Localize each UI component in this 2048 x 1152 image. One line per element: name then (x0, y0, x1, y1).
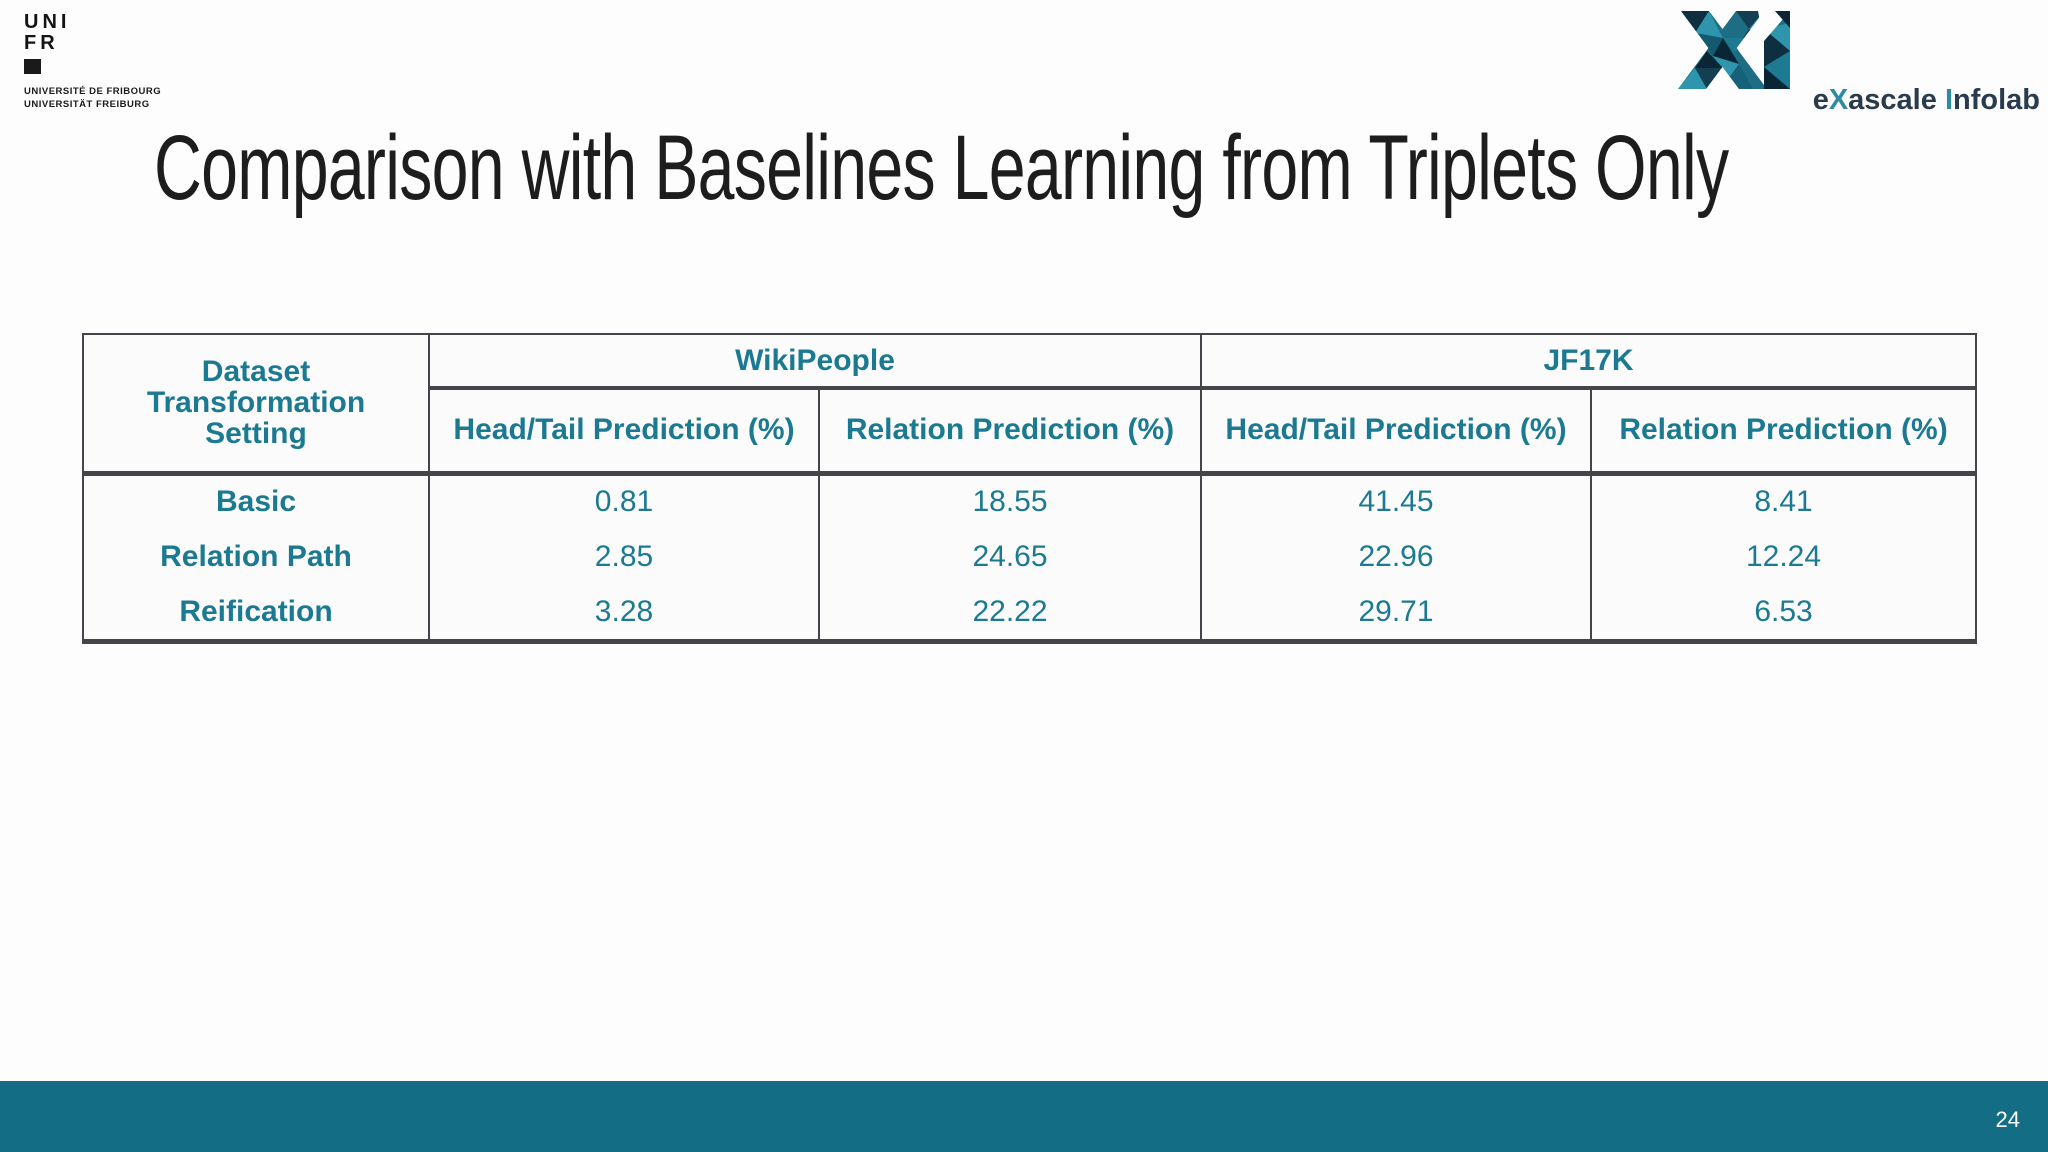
footer-bar: 24 (0, 1081, 2048, 1152)
row-label: Relation Path (82, 529, 430, 585)
table-cell: 22.96 (1200, 529, 1592, 585)
table-cell: 18.55 (818, 473, 1202, 529)
group-header-jf17k: JF17K (1199, 334, 1978, 390)
table-cell: 6.53 (1589, 585, 1978, 641)
table-cell: 22.22 (818, 585, 1202, 641)
table-cell: 2.85 (428, 529, 820, 585)
wordmark-part: nfolab (1953, 84, 2040, 116)
table-subheader-row: Head/Tail Prediction (%) Relation Predic… (83, 388, 1978, 476)
wordmark-part: ascale (1848, 84, 1945, 116)
group-header-wikipeople: WikiPeople (428, 334, 1202, 390)
unifr-wordmark-line2: FR (24, 32, 59, 54)
slide-title: Comparison with Baselines Learning from … (154, 117, 1729, 219)
table-cell: 8.41 (1589, 473, 1978, 529)
unifr-wordmark: UNI FR (24, 12, 161, 54)
xi-mosaic-icon (1678, 11, 1790, 89)
table-cell: 41.45 (1200, 473, 1592, 529)
wordmark-part: e (1812, 84, 1829, 116)
table-cell: 0.81 (428, 473, 820, 529)
table-cell: 24.65 (818, 529, 1202, 585)
exascale-infolab-wordmark: eXascale Infolab (1813, 84, 2040, 116)
unifr-subtitle-german: UNIVERSITÄT FREIBURG (24, 98, 150, 110)
page-number: 24 (1995, 1106, 2020, 1132)
subheader-jf17k-headtail: Head/Tail Prediction (%) (1200, 388, 1592, 476)
wordmark-part: X (1828, 84, 1849, 116)
corner-header-dataset-transformation-setting: Dataset Transformation Setting (82, 334, 430, 476)
table-row-relation-path: Relation Path 2.85 24.65 22.96 12.24 (82, 529, 1978, 585)
subheader-wikipeople-relation: Relation Prediction (%) (818, 388, 1202, 476)
row-label: Basic (82, 473, 430, 529)
table-cell: 29.71 (1200, 585, 1592, 641)
table-group-header-row: Dataset Transformation Setting WikiPeopl… (82, 334, 1978, 476)
subheader-wikipeople-headtail: Head/Tail Prediction (%) (428, 388, 820, 476)
table-cell: 3.28 (428, 585, 820, 641)
unifr-logo: UNI FR UNIVERSITÉ DE FRIBOURG UNIVERSITÄ… (24, 12, 161, 111)
wordmark-part: I (1944, 84, 1953, 116)
unifr-wordmark-line1: UNI (24, 11, 71, 33)
subheader-jf17k-relation: Relation Prediction (%) (1589, 388, 1978, 476)
exascale-infolab-logo: eXascale Infolab (1678, 11, 2040, 116)
row-label: Reification (82, 585, 430, 641)
table-row-reification: Reification 3.28 22.22 29.71 6.53 (82, 585, 1978, 641)
results-table: Dataset Transformation Setting WikiPeopl… (82, 333, 1978, 644)
unifr-subtitle: UNIVERSITÉ DE FRIBOURG UNIVERSITÄT FREIB… (24, 86, 161, 111)
table-cell: 12.24 (1589, 529, 1978, 585)
table-row-basic: Basic 0.81 18.55 41.45 8.41 (82, 473, 1978, 529)
unifr-subtitle-french: UNIVERSITÉ DE FRIBOURG (24, 86, 162, 97)
unifr-square-icon (24, 59, 41, 74)
